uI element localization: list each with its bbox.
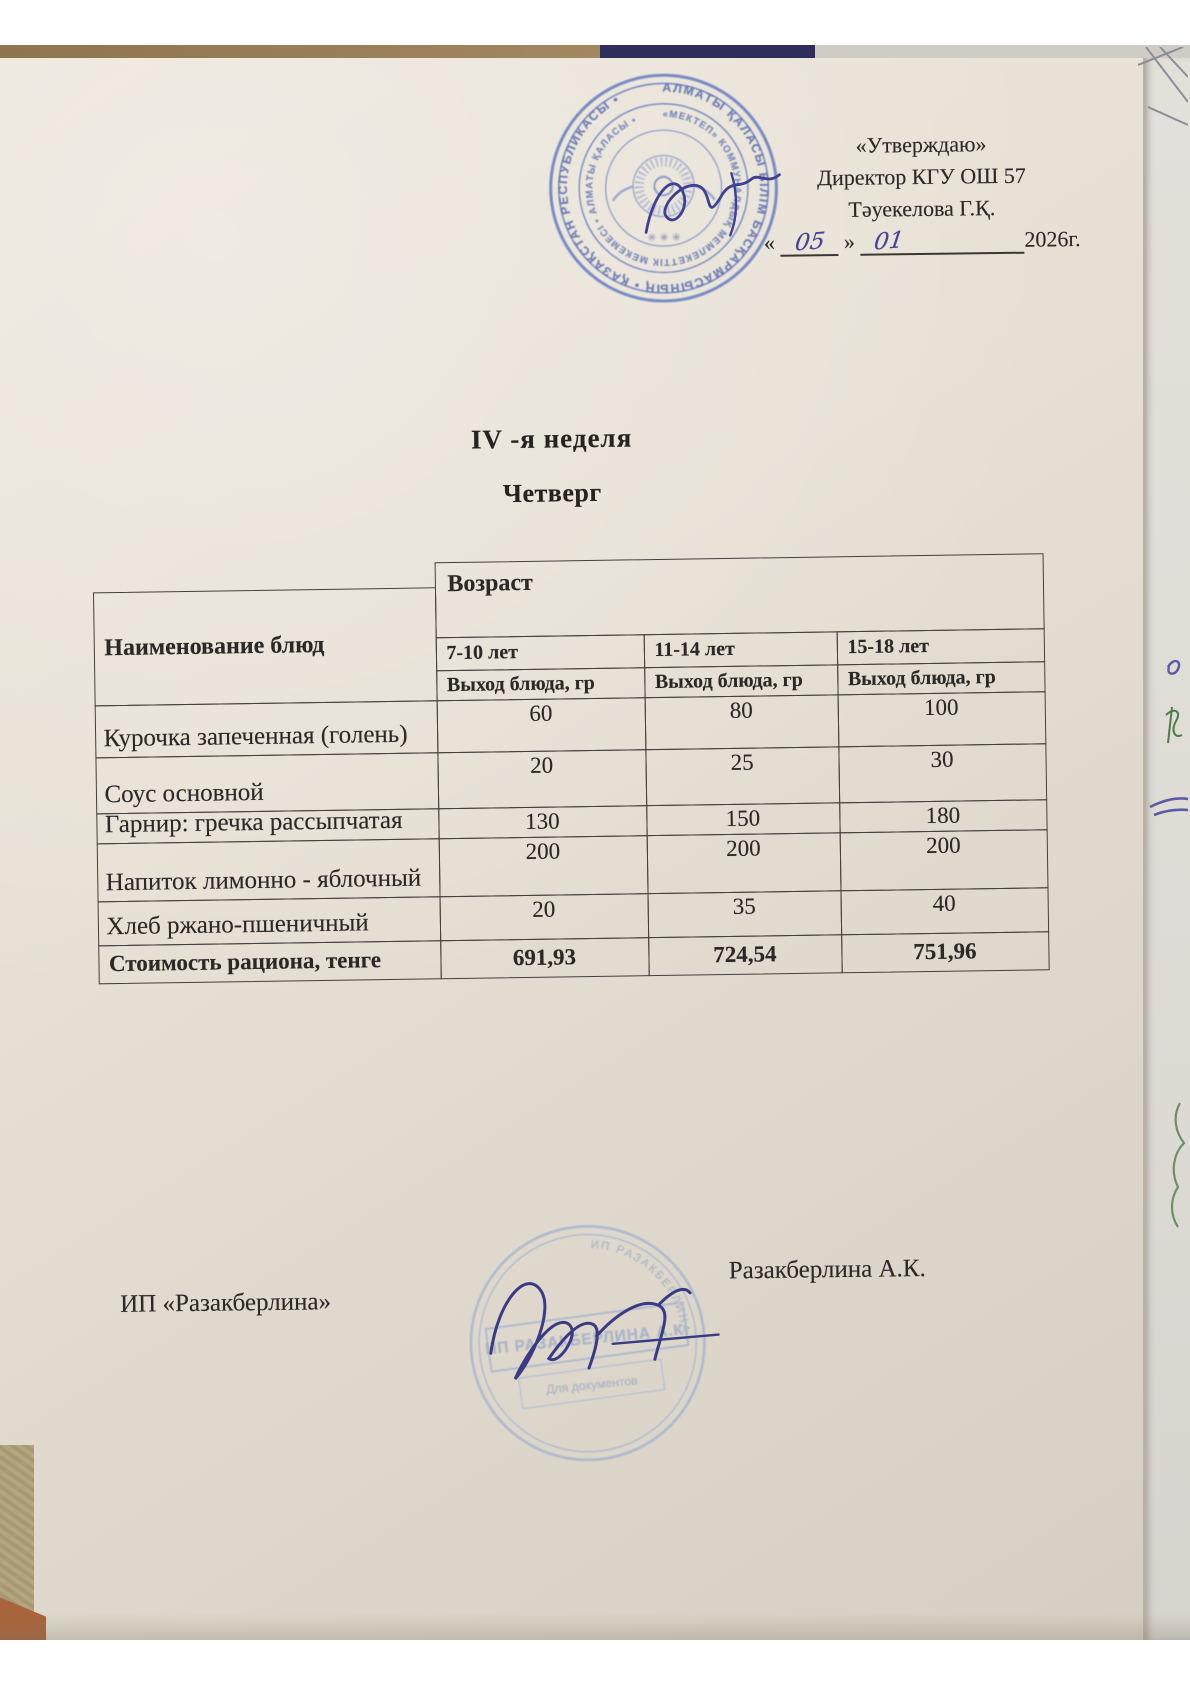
dish-value: 200	[646, 831, 841, 894]
dish-value: 80	[644, 693, 839, 750]
desk-edge-rest	[815, 45, 1190, 58]
total-value: 751,96	[840, 930, 1050, 973]
day-title: Четверг	[502, 477, 602, 509]
age-group-15-18: 15-18 лет	[836, 627, 1045, 665]
dish-value: 200	[839, 828, 1048, 891]
week-title: IV -я неделя	[470, 422, 633, 455]
quote-open: «	[763, 229, 776, 255]
document-photo: АЛМАТЫ ҚАЛАСЫ БІЛІМ БАСҚАРМАСЫНЫҢ • ҚАЗА…	[0, 45, 1190, 1640]
pen-scribble	[1149, 659, 1189, 817]
pen-scribble	[1170, 1102, 1186, 1228]
dish-value: 100	[837, 690, 1046, 747]
dish-value: 20	[436, 748, 647, 809]
background-grid-marks	[1138, 47, 1188, 126]
vendor-signatory-name: Разакберлина А.К.	[728, 1255, 926, 1285]
approve-label: «Утверждаю»	[855, 131, 987, 158]
document-content: АЛМАТЫ ҚАЛАСЫ БІЛІМ БАСҚАРМАСЫНЫҢ • ҚАЗА…	[0, 45, 1190, 1640]
dish-value: 130	[437, 804, 648, 839]
dish-value: 25	[644, 745, 840, 806]
handwritten-month: 01	[872, 226, 906, 256]
total-value: 691,93	[439, 936, 650, 979]
menu-table: Наименование блюд Возраст 7-10 лет 11-14…	[92, 552, 1050, 984]
approval-date-line: « 05 » 01 2026г.	[762, 223, 1082, 259]
year-label: 2026г.	[1024, 225, 1081, 252]
svg-text:✳ ✳ ✳: ✳ ✳ ✳	[647, 232, 681, 244]
director-title: Директор КГУ ОШ 57	[816, 162, 1026, 191]
age-group-11-14: 11-14 лет	[643, 630, 838, 668]
dish-value: 40	[839, 886, 1049, 935]
dish-name: Хлеб ржано-пшеничный	[97, 895, 441, 946]
dish-value: 60	[436, 696, 646, 753]
dish-name: Напиток лимонно - яблочный	[96, 837, 441, 902]
unit-header: Выход блюда, гр	[836, 660, 1046, 695]
handwritten-day: 05	[793, 227, 827, 257]
quote-close: »	[843, 228, 856, 254]
dish-name: Соус основной	[94, 751, 439, 814]
desk-edge-tan	[0, 45, 600, 58]
dish-value: 180	[838, 798, 1048, 833]
director-signature	[644, 172, 781, 237]
age-group-7-10: 7-10 лет	[435, 633, 645, 671]
total-value: 724,54	[647, 933, 843, 976]
total-label: Стоимость рациона, тенге	[97, 939, 442, 984]
dish-value: 20	[439, 892, 649, 941]
dish-value: 35	[647, 889, 842, 938]
approval-block: «Утверждаю» Директор КГУ ОШ 57 Тәуекелов…	[761, 127, 1083, 258]
background-paper-edge	[1143, 58, 1190, 1640]
director-name: Тәуекелова Г.Қ.	[848, 194, 996, 222]
desk-edge-navy	[600, 45, 815, 58]
vendor-signature	[489, 1282, 720, 1381]
photo-bottom-shadow	[0, 1614, 1190, 1640]
col-header-age: Возраст	[434, 552, 1045, 638]
desk-edge	[0, 45, 1190, 58]
col-header-dishes: Наименование блюд	[92, 586, 438, 706]
dish-value: 150	[645, 801, 841, 836]
unit-header: Выход блюда, гр	[435, 666, 646, 701]
dish-value: 200	[438, 834, 649, 897]
vendor-company-label: ИП «Разакберлина»	[120, 1288, 332, 1318]
dish-value: 30	[837, 742, 1047, 803]
unit-header: Выход блюда, гр	[643, 663, 839, 698]
dish-name: Курочка запеченная (голень)	[94, 699, 438, 758]
